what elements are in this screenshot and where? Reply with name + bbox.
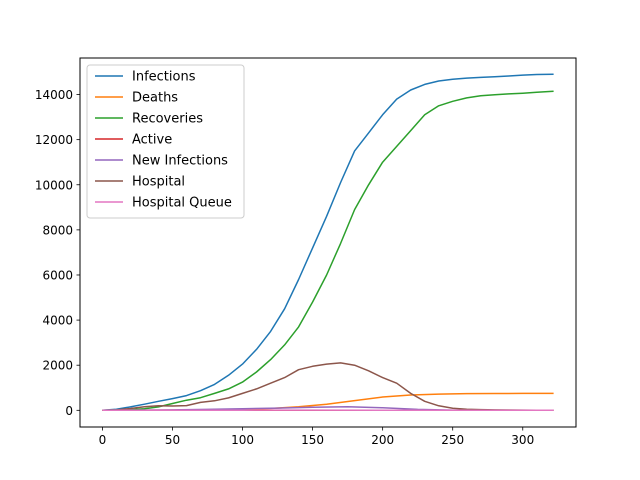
legend-label: Hospital Queue [132,196,232,211]
y-tick-label: 0 [65,404,73,418]
y-tick-label: 14000 [35,88,73,102]
y-tick-label: 2000 [42,359,73,373]
x-tick-label: 100 [231,433,254,447]
x-tick-label: 150 [301,433,324,447]
x-tick-label: 250 [441,433,464,447]
legend-label: Hospital [132,175,185,190]
x-tick-label: 200 [371,433,394,447]
y-tick-label: 6000 [42,268,73,282]
series-line-deaths [102,392,554,412]
x-axis: 0 50 100 150 200 250 300 [99,427,534,447]
y-tick-label: 4000 [42,314,73,328]
legend-label: Deaths [132,91,178,106]
legend-label: Recoveries [132,112,203,127]
y-tick-label: 10000 [35,178,73,192]
legend: Infections Deaths Recoveries Active New Infe… [86,64,245,219]
series-layer [102,73,554,412]
x-tick-label: 50 [165,433,180,447]
series-line-hospital [102,362,554,412]
legend-box [86,64,245,219]
x-tick-label: 300 [511,433,534,447]
series-line-infections [102,73,554,412]
x-tick-label: 0 [99,433,107,447]
y-tick-label: 8000 [42,223,73,237]
series-line-recoveries [102,90,554,412]
legend-label: Active [132,133,172,148]
legend-label: Infections [132,70,196,85]
legend-label: New Infections [132,154,228,169]
y-axis: 0 2000 4000 6000 8000 10000 12000 14000 [35,88,80,418]
plot-area [79,57,577,428]
y-tick-label: 12000 [35,133,73,147]
